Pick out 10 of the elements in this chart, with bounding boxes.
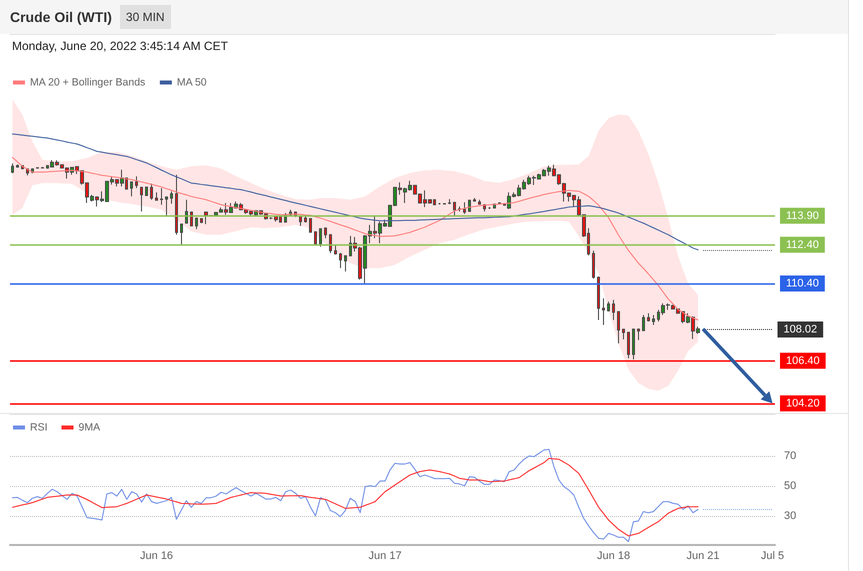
legend-label: RSI [30,422,48,434]
x-tick-label: Jul 5 [760,550,784,562]
x-tick-label: Jun 17 [368,550,402,562]
x-tick-label: Jun 16 [140,550,174,562]
x-tick-label: Jun 21 [686,550,720,562]
legend-label: 9MA [78,422,100,434]
y-tick-label: 50 [784,480,796,492]
x-tick-label: Jun 18 [597,550,630,562]
y-tick-label: 70 [784,450,796,462]
y-tick-label: 30 [784,510,796,522]
